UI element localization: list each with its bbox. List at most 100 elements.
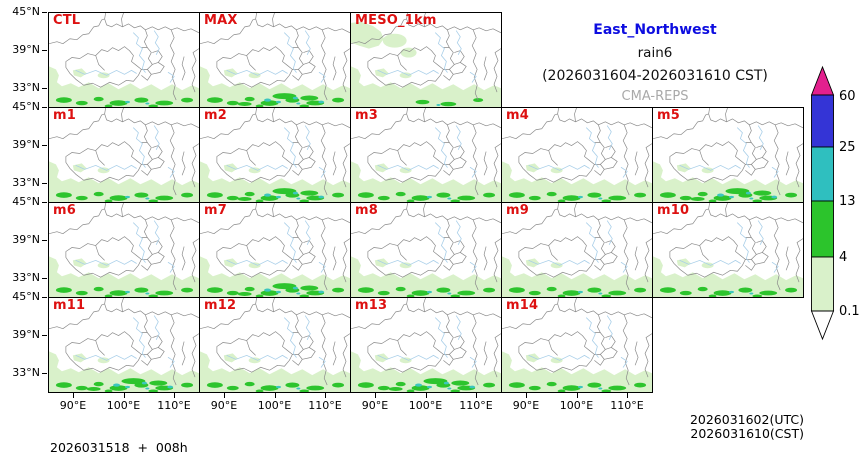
init-time-block: 2026031518 + 008h 2026031602 + 008h (50, 413, 188, 454)
lon-tick (224, 393, 225, 398)
lon-tick-label: 90°E (361, 399, 389, 412)
panel-label: m9 (506, 203, 529, 218)
lat-tick (42, 183, 47, 184)
panel-label: m13 (355, 298, 388, 313)
lon-tick (576, 393, 578, 398)
lat-tick-label: 33°N (12, 366, 40, 379)
lon-tick (476, 393, 477, 398)
colorbar-label-01: 0.1 (839, 304, 860, 319)
panel-m7: m7 (199, 202, 351, 298)
panel-label: m7 (204, 203, 227, 218)
model-name: CMA-REPS (621, 89, 689, 104)
lat-tick (42, 297, 47, 298)
lon-tick (73, 393, 74, 398)
colorbar-seg-4-01 (811, 256, 834, 312)
panel-m4: m4 (501, 107, 653, 203)
valid-time-block: 2026031602(UTC) 2026031610(CST) (590, 413, 804, 441)
lat-tick-label: 45°N (12, 290, 40, 303)
valid-period: (2026031604-2026031610 CST) (542, 68, 768, 84)
lon-tick-label: 100°E (106, 399, 141, 412)
panel-label: m8 (355, 203, 378, 218)
panel-m10: m10 (652, 202, 804, 298)
lon-tick (526, 393, 527, 398)
panel-label: MAX (204, 13, 238, 28)
lon-tick-label: 90°E (59, 399, 87, 412)
panel-m3: m3 (350, 107, 502, 203)
panel-m11: m11 (48, 297, 200, 393)
lat-tick (42, 50, 47, 51)
lon-tick (627, 393, 628, 398)
lat-tick (42, 240, 47, 241)
panel-MESO_1km: MESO_1km (350, 12, 502, 108)
lat-tick (42, 278, 47, 279)
lon-tick-label: 100°E (257, 399, 292, 412)
variable-title: rain6 (637, 45, 673, 61)
lon-tick-label: 90°E (512, 399, 540, 412)
panel-label: m4 (506, 108, 529, 123)
lon-tick (123, 393, 125, 398)
panel-m1: m1 (48, 107, 200, 203)
panel-label: m14 (506, 298, 539, 313)
panel-m12: m12 (199, 297, 351, 393)
lon-tick (375, 393, 376, 398)
lat-tick-label: 33°N (12, 81, 40, 94)
colorbar-seg-13-4 (811, 200, 834, 258)
lat-tick-label: 45°N (12, 100, 40, 113)
lon-tick-label: 110°E (308, 399, 342, 412)
colorbar-seg-60-25 (811, 94, 834, 148)
valid-time-utc: 2026031602(UTC) (689, 412, 804, 427)
lat-tick (42, 88, 47, 89)
lat-tick-label: 39°N (12, 138, 40, 151)
lon-tick (425, 393, 427, 398)
lat-tick-label: 39°N (12, 233, 40, 246)
panel-label: m2 (204, 108, 227, 123)
lon-tick (274, 393, 276, 398)
colorbar: 60 25 13 4 0.1 (810, 65, 860, 341)
lat-tick (42, 145, 47, 146)
panel-label: m12 (204, 298, 237, 313)
lon-tick-label: 100°E (559, 399, 594, 412)
lat-tick (42, 373, 47, 374)
panel-label: m6 (53, 203, 76, 218)
lat-tick (42, 107, 47, 108)
panel-m6: m6 (48, 202, 200, 298)
panel-label: CTL (53, 13, 81, 28)
lat-tick (42, 202, 47, 203)
region-title: East_Northwest (593, 22, 717, 38)
lat-tick-label: 39°N (12, 43, 40, 56)
lat-tick (42, 335, 47, 336)
colorbar-label-4: 4 (839, 250, 847, 265)
lat-tick-label: 45°N (12, 5, 40, 18)
panel-m13: m13 (350, 297, 502, 393)
lat-tick (42, 12, 47, 13)
init-time-line-1: 2026031518 + 008h (50, 440, 188, 454)
lon-tick (325, 393, 326, 398)
panel-m5: m5 (652, 107, 804, 203)
panel-m2: m2 (199, 107, 351, 203)
lon-tick (174, 393, 175, 398)
panel-m14: m14 (501, 297, 653, 393)
lat-tick-label: 39°N (12, 328, 40, 341)
colorbar-seg-25-13 (811, 146, 834, 202)
colorbar-label-60: 60 (839, 89, 856, 104)
lon-tick-label: 110°E (459, 399, 493, 412)
lat-tick-label: 33°N (12, 176, 40, 189)
panel-CTL: CTL (48, 12, 200, 108)
lat-tick-label: 33°N (12, 271, 40, 284)
title-block: East_Northwest rain6 (2026031604-2026031… (505, 20, 805, 104)
lon-tick-label: 90°E (210, 399, 238, 412)
panel-label: m1 (53, 108, 76, 123)
panel-label: MESO_1km (355, 13, 437, 28)
lon-tick-label: 110°E (157, 399, 191, 412)
panel-m9: m9 (501, 202, 653, 298)
colorbar-label-13: 13 (839, 194, 856, 209)
lon-tick-label: 100°E (408, 399, 443, 412)
lat-tick-label: 45°N (12, 195, 40, 208)
lon-tick-label: 110°E (610, 399, 644, 412)
panel-MAX: MAX (199, 12, 351, 108)
valid-time-cst: 2026031610(CST) (690, 426, 804, 441)
panel-label: m10 (657, 203, 690, 218)
panel-label: m5 (657, 108, 680, 123)
panel-label: m3 (355, 108, 378, 123)
